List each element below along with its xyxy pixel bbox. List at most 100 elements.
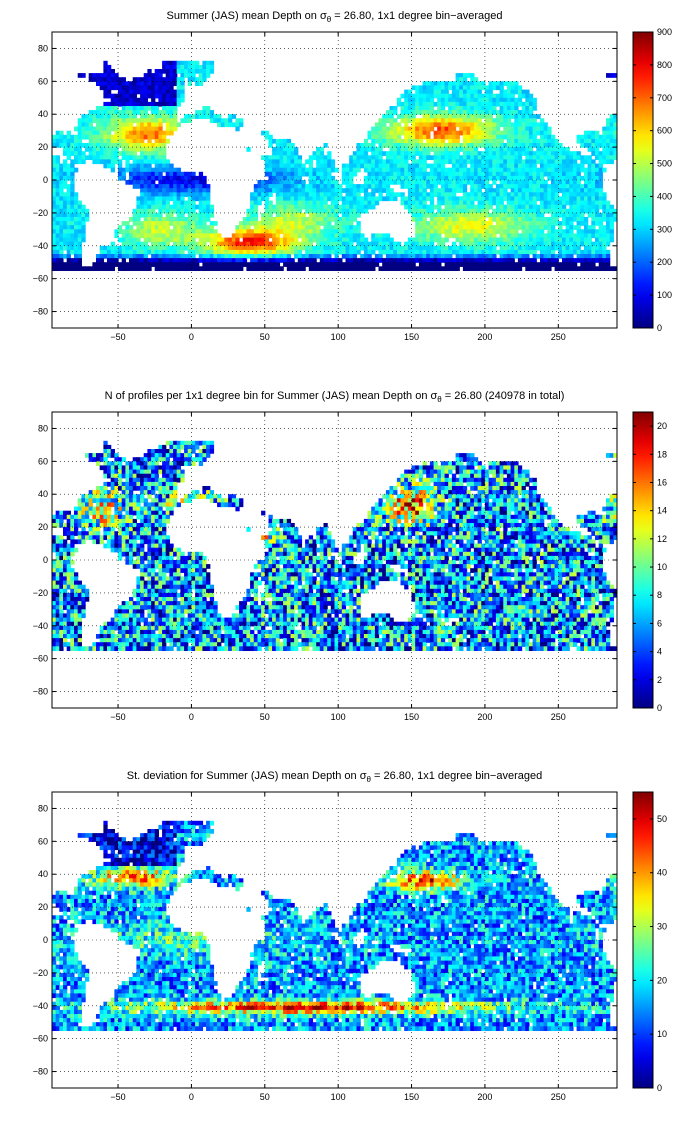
- heatmap-cell: [554, 192, 559, 198]
- heatmap-cell: [587, 258, 592, 263]
- heatmap-cell: [301, 225, 306, 230]
- heatmap-cell: [396, 143, 402, 148]
- heatmap-cell: [470, 163, 475, 169]
- heatmap-cell: [118, 122, 123, 128]
- heatmap-cell: [584, 138, 589, 144]
- heatmap-cell: [162, 81, 167, 87]
- heatmap-cell: [448, 196, 453, 202]
- heatmap-cell: [59, 609, 64, 615]
- heatmap-cell: [268, 258, 273, 263]
- heatmap-cell: [272, 225, 277, 230]
- heatmap-cell: [239, 225, 244, 230]
- heatmap-cell: [297, 184, 303, 189]
- heatmap-cell: [286, 163, 292, 169]
- heatmap-cell: [495, 241, 501, 247]
- heatmap-cell: [598, 254, 603, 259]
- heatmap-cell: [415, 122, 420, 128]
- heatmap-cell: [444, 130, 449, 136]
- heatmap-cell: [88, 130, 93, 136]
- heatmap-cell: [606, 200, 611, 206]
- heatmap-cell: [352, 167, 358, 173]
- heatmap-cell: [173, 184, 178, 189]
- heatmap-cell: [319, 237, 325, 243]
- heatmap-cell: [118, 97, 123, 103]
- heatmap-cell: [239, 258, 244, 263]
- heatmap-cell: [107, 249, 112, 255]
- heatmap-cell: [294, 175, 299, 181]
- heatmap-cell: [283, 229, 288, 235]
- heatmap-cell: [466, 180, 471, 185]
- heatmap-cell: [162, 134, 167, 140]
- heatmap-cell: [466, 147, 471, 152]
- heatmap-cell: [140, 143, 145, 148]
- heatmap-cell: [613, 126, 617, 132]
- heatmap-cell: [143, 85, 148, 91]
- heatmap-cell: [114, 126, 119, 132]
- heatmap-cell: [136, 245, 141, 251]
- heatmap-cell: [407, 138, 413, 144]
- heatmap-cell: [411, 163, 416, 169]
- heatmap-cell: [63, 601, 68, 606]
- heatmap-cell: [558, 225, 563, 230]
- heatmap-cell: [455, 138, 460, 144]
- heatmap-cell: [151, 258, 156, 263]
- heatmap-cell: [107, 262, 112, 267]
- heatmap-cell: [125, 254, 130, 259]
- heatmap-cell: [554, 212, 559, 218]
- heatmap-cell: [257, 188, 262, 193]
- heatmap-cell: [272, 249, 277, 255]
- heatmap-cell: [261, 266, 266, 272]
- heatmap-cell: [562, 151, 567, 156]
- heatmap-cell: [52, 613, 57, 619]
- heatmap-cell: [437, 143, 442, 148]
- heatmap-cell: [316, 254, 321, 259]
- heatmap-cell: [187, 262, 192, 267]
- heatmap-cell: [451, 122, 457, 128]
- heatmap-cell: [418, 93, 424, 99]
- heatmap-cell: [459, 175, 464, 181]
- heatmap-cell: [554, 237, 559, 243]
- heatmap-cell: [466, 130, 471, 136]
- heatmap-cell: [606, 155, 611, 161]
- heatmap-cell: [345, 237, 350, 243]
- heatmap-cell: [484, 163, 490, 169]
- heatmap-cell: [448, 229, 453, 235]
- heatmap-cell: [77, 208, 82, 214]
- heatmap-cell: [444, 85, 449, 91]
- heatmap-cell: [132, 147, 137, 152]
- heatmap-cell: [488, 122, 493, 128]
- heatmap-cell: [110, 118, 115, 124]
- x-tick-label: 150: [404, 332, 419, 342]
- heatmap-cell: [595, 167, 600, 173]
- heatmap-cell: [121, 106, 126, 111]
- heatmap-cell: [404, 167, 409, 173]
- heatmap-cell: [367, 143, 372, 148]
- heatmap-cell: [352, 171, 358, 177]
- heatmap-cell: [374, 130, 380, 136]
- heatmap-cell: [385, 114, 391, 119]
- heatmap-cell: [55, 584, 60, 590]
- heatmap-cell: [477, 212, 482, 218]
- heatmap-cell: [367, 163, 372, 169]
- heatmap-cell: [305, 225, 310, 230]
- heatmap-cell: [506, 171, 512, 177]
- heatmap-cell: [264, 254, 270, 259]
- heatmap-cell: [576, 225, 581, 230]
- heatmap-cell: [297, 159, 303, 165]
- heatmap-cell: [275, 266, 281, 272]
- heatmap-cell: [521, 122, 526, 128]
- heatmap-cell: [195, 221, 200, 226]
- heatmap-cell: [418, 245, 424, 251]
- heatmap-cell: [506, 262, 512, 267]
- heatmap-cell: [444, 266, 449, 272]
- heatmap-cell: [598, 262, 603, 267]
- heatmap-cell: [272, 245, 277, 251]
- heatmap-cell: [169, 245, 174, 251]
- heatmap-cell: [136, 204, 141, 210]
- heatmap-cell: [99, 143, 104, 148]
- heatmap-cell: [422, 143, 427, 148]
- heatmap-cell: [59, 634, 64, 639]
- heatmap-cell: [503, 171, 508, 177]
- heatmap-cell: [451, 97, 457, 103]
- heatmap-cell: [349, 217, 354, 222]
